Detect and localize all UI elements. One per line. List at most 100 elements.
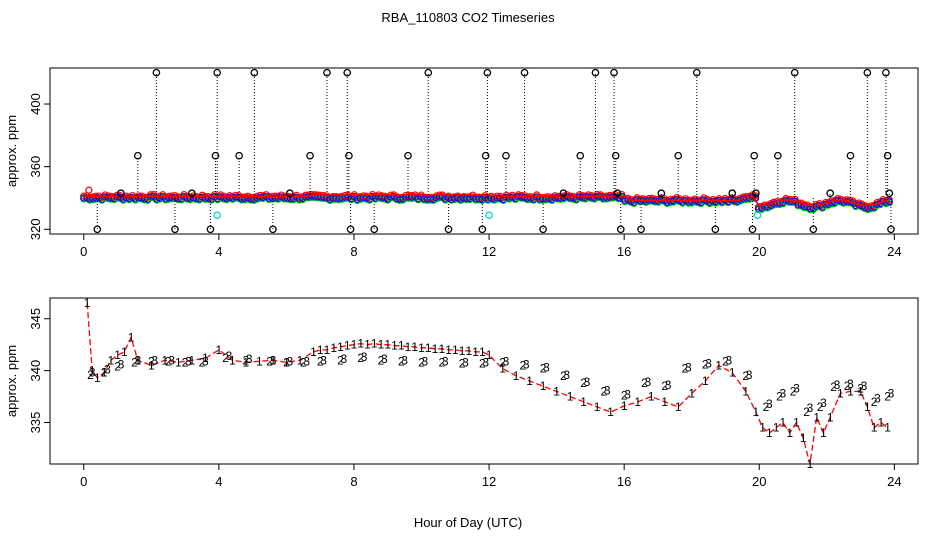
series-2-point: 2: [519, 358, 526, 372]
series-1-point: 1: [715, 358, 722, 372]
series-1-point: 1: [357, 337, 364, 351]
bottom-x-tick-label: 8: [350, 474, 357, 489]
black-point: [576, 151, 585, 160]
black-point: [613, 189, 622, 198]
series-2-point: 2: [580, 376, 587, 390]
black-point: [711, 225, 720, 234]
series-2-point: 2: [479, 356, 486, 370]
series-2-point: 2: [438, 355, 445, 369]
series-3-point: 3: [665, 378, 672, 392]
top-x-tick-label: 16: [617, 244, 631, 259]
series-1-point: 1: [857, 384, 864, 398]
black-point: [502, 151, 510, 160]
series-1-point: 1: [324, 343, 331, 357]
series-1-point: 1: [114, 348, 121, 362]
top-x-tick-label: 0: [80, 244, 87, 259]
series-3-point: 3: [361, 350, 368, 364]
black-point: [481, 151, 490, 160]
series-1-point: 1: [317, 343, 324, 357]
series-1-point: 1: [351, 338, 358, 352]
series-3-point: 3: [604, 383, 611, 397]
series-1-point: 1: [229, 353, 236, 367]
series-3-point: 3: [766, 397, 773, 411]
black-point: [346, 225, 355, 234]
series-1-point: 1: [418, 341, 425, 355]
black-point: [748, 225, 757, 234]
series-2-point: 2: [682, 362, 689, 376]
top-y-tick-label: 360: [28, 156, 43, 178]
series-3-point: 3: [807, 401, 814, 415]
series-2-point: 2: [830, 380, 837, 394]
series-1-point: 1: [94, 371, 101, 385]
top-y-axis-label: approx. ppm: [4, 115, 19, 187]
series-1-point: 1: [793, 416, 800, 430]
black-point: [520, 68, 529, 77]
series-3-point: 3: [89, 366, 96, 380]
series-1-point: 1: [567, 390, 574, 404]
series-3-point: 3: [482, 355, 489, 369]
series-3-point: 3: [422, 354, 429, 368]
series-1-point: 1: [134, 353, 141, 367]
series-1-point: 1: [607, 405, 614, 419]
series-3-point: 3: [705, 356, 712, 370]
series-3-point: 3: [624, 387, 631, 401]
black-point: [117, 189, 125, 198]
black-point: [637, 225, 645, 234]
top-plot-frame: [49, 67, 919, 235]
series-3-point: 3: [888, 386, 895, 400]
series-2-point: 2: [790, 384, 797, 398]
series-1-point: 1: [594, 400, 601, 414]
series-1-point: 1: [297, 353, 304, 367]
series-1-point: 1: [837, 386, 844, 400]
series-1-point: 1: [864, 400, 871, 414]
series-1-point: 1: [729, 366, 736, 380]
series-3-point: 3: [442, 354, 449, 368]
black-point: [235, 151, 243, 160]
blue-point: [885, 198, 893, 206]
series-3-point: 3: [685, 361, 692, 375]
black-point: [188, 189, 196, 198]
black-point: [885, 189, 894, 198]
black-point: [674, 151, 683, 160]
series-2-point: 2: [101, 366, 108, 380]
series-2-point: 2: [182, 355, 189, 369]
series-1-point: 1: [398, 339, 405, 353]
series-1-point: 1: [675, 400, 682, 414]
bottom-x-tick-label: 12: [482, 474, 496, 489]
series-1-point: 1: [270, 353, 277, 367]
series-3-point: 3: [381, 352, 388, 366]
series-3-point: 3: [874, 392, 881, 406]
black-point: [809, 225, 818, 234]
series-3-point: 3: [462, 355, 469, 369]
series-1-point: 1: [540, 379, 547, 393]
cyan-point: [213, 211, 221, 220]
series-3-point: 3: [134, 353, 141, 367]
top-x-tick-label: 24: [887, 244, 901, 259]
series-1-point: 1: [391, 339, 398, 353]
black-point: [539, 225, 547, 234]
black-point: [483, 68, 492, 77]
black-point: [826, 189, 835, 198]
series-1-point: 1: [580, 395, 587, 409]
series-1-point: 1: [688, 386, 695, 400]
black-point: [206, 225, 215, 234]
series-1-point: 1: [107, 353, 114, 367]
black-point: [790, 68, 799, 77]
series-3-point: 3: [847, 377, 854, 391]
black-point: [424, 68, 433, 77]
bottom-plot-frame: [49, 297, 919, 465]
series-1-point: 1: [378, 338, 385, 352]
series-1-point: 1: [330, 341, 337, 355]
series-2-point: 2: [817, 400, 824, 414]
series-3-point: 3: [746, 368, 753, 382]
black-point: [752, 189, 760, 198]
bottom-y-axis-label: approx. ppm: [4, 345, 19, 417]
series-2-point: 2: [243, 353, 250, 367]
series-2-point: 2: [540, 362, 547, 376]
black-point: [323, 68, 331, 77]
series-3-point: 3: [185, 354, 192, 368]
series-3-point: 3: [780, 386, 787, 400]
series-2-point: 2: [114, 359, 121, 373]
series-3-point: 3: [246, 352, 253, 366]
series-3-point: 3: [523, 357, 530, 371]
